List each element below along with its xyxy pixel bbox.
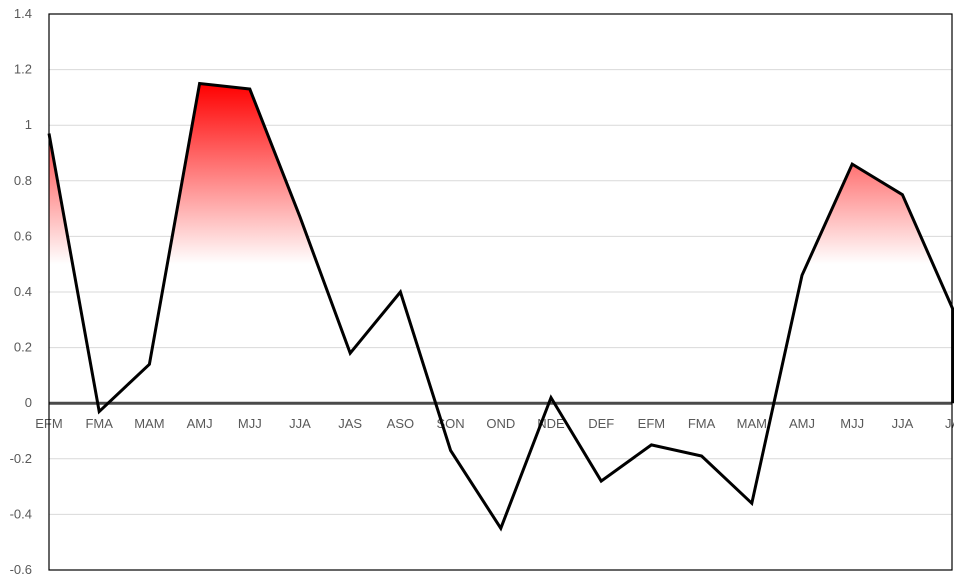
y-tick-label: -0.4 bbox=[10, 506, 32, 521]
grid-lines bbox=[49, 13, 952, 571]
y-tick-label: 1.4 bbox=[14, 6, 32, 21]
y-tick-label: 1 bbox=[25, 117, 32, 132]
x-axis-ticks: EFM FMA MAM AMJ MJJ JJA JAS ASO SON OND NDE DEF EFM F… bbox=[35, 416, 954, 431]
x-tick-label: EFM bbox=[638, 416, 665, 431]
y-tick-label: 1.2 bbox=[14, 62, 32, 77]
x-tick-label: ASO bbox=[387, 416, 414, 431]
x-tick-label: MAM bbox=[134, 416, 164, 431]
y-tick-label: 0 bbox=[25, 395, 32, 410]
x-tick-label: MJJ bbox=[840, 416, 864, 431]
y-tick-label: 0.8 bbox=[14, 173, 32, 188]
positive-anomaly-fill bbox=[49, 83, 934, 265]
x-tick-label: MAM bbox=[737, 416, 767, 431]
plot-frame bbox=[48, 13, 953, 571]
x-tick-label: FMA bbox=[688, 416, 716, 431]
x-tick-label: NDE bbox=[537, 416, 565, 431]
x-tick-label: AMJ bbox=[789, 416, 815, 431]
positive-anomaly-area bbox=[49, 83, 934, 265]
x-tick-label: MJJ bbox=[238, 416, 262, 431]
y-tick-label: 0.4 bbox=[14, 284, 32, 299]
x-tick-label: JAS bbox=[338, 416, 362, 431]
x-tick-label: FMA bbox=[85, 416, 113, 431]
y-axis-ticks: 1.4 1.2 1 0.8 0.6 0.4 0.2 0 -0.2 -0.4 -0.6 bbox=[10, 6, 32, 575]
x-tick-label: JJA bbox=[892, 416, 914, 431]
series-line bbox=[47, 81, 954, 532]
y-tick-label: -0.2 bbox=[10, 451, 32, 466]
x-tick-label: AMJ bbox=[187, 416, 213, 431]
x-tick-label: JA bbox=[945, 416, 954, 431]
x-tick-label: DEF bbox=[588, 416, 614, 431]
x-tick-label: JJA bbox=[289, 416, 311, 431]
x-tick-label: OND bbox=[486, 416, 515, 431]
y-tick-label: 0.6 bbox=[14, 228, 32, 243]
y-tick-label: -0.6 bbox=[10, 562, 32, 575]
y-tick-label: 0.2 bbox=[14, 340, 32, 355]
